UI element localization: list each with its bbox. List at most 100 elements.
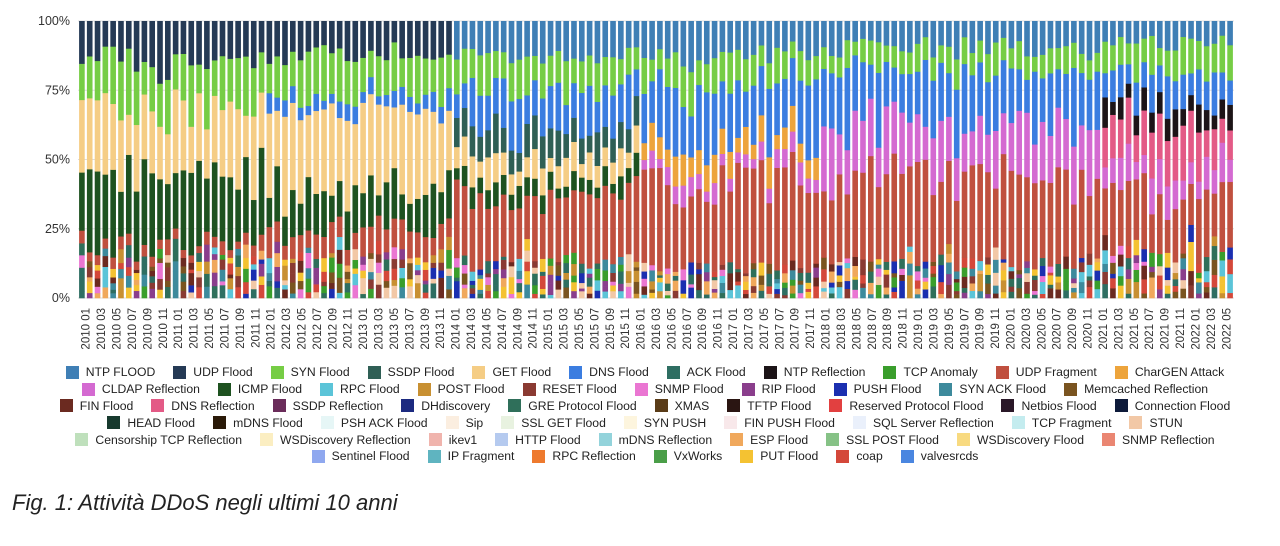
x-tick-label: 2019 11	[990, 308, 1002, 349]
legend-swatch	[59, 399, 73, 413]
bar-segment	[852, 170, 858, 257]
bar-segment	[727, 282, 734, 291]
legend-item: TCP Anomaly	[883, 364, 978, 381]
bar-segment	[274, 221, 280, 242]
bar-segment	[1024, 261, 1030, 268]
bar-segment	[735, 49, 741, 81]
bar-segment	[883, 261, 890, 270]
bar-segment	[1172, 50, 1179, 82]
bar-segment	[313, 21, 320, 48]
bar-segment	[1156, 113, 1163, 160]
bar-segment	[743, 289, 749, 295]
bar-segment	[992, 293, 999, 299]
bar-segment	[883, 21, 890, 46]
bar-segment	[235, 248, 241, 256]
bar-segment	[1094, 71, 1101, 130]
bar-segment	[485, 260, 491, 274]
bar-segment	[1117, 266, 1124, 277]
bar-segment	[86, 21, 93, 57]
bar-segment	[500, 259, 507, 270]
bar-segment	[1125, 43, 1132, 65]
bar-segment	[1008, 122, 1015, 171]
bar-segment	[125, 275, 132, 288]
bar-segment	[329, 272, 335, 284]
bar-segment	[930, 265, 937, 274]
bar-segment	[1180, 180, 1187, 200]
bar-segment	[805, 178, 812, 194]
bar-segment	[852, 256, 858, 267]
bar-segment	[1125, 293, 1132, 299]
bar-segment	[227, 21, 234, 59]
bar-segment	[1156, 21, 1163, 49]
bar-segment	[563, 21, 569, 62]
bar-segment	[782, 287, 788, 296]
legend-item: coap	[836, 448, 883, 465]
bar-segment	[274, 110, 280, 167]
bar-segment	[727, 93, 734, 152]
bar-segment	[274, 56, 280, 98]
bar-segment	[696, 282, 702, 291]
bar-segment	[1203, 256, 1210, 272]
bar-segment	[86, 169, 93, 253]
bar-segment	[1196, 181, 1202, 200]
bar-segment	[102, 255, 109, 268]
bar-segment	[258, 263, 265, 277]
bar-segment	[118, 248, 124, 264]
bar-segment	[383, 287, 390, 299]
bar-segment	[391, 42, 398, 91]
bar-segment	[422, 194, 429, 238]
bar-segment	[274, 281, 280, 288]
bar-segment	[289, 189, 296, 238]
bar-segment	[211, 60, 218, 96]
bar-segment	[274, 21, 280, 57]
bar-segment	[1000, 280, 1007, 293]
bar-segment	[875, 147, 882, 188]
bar-segment	[664, 283, 671, 291]
bar-segment	[985, 274, 991, 284]
bar-segment	[1024, 56, 1030, 80]
x-tick-label: 2013 01	[358, 308, 370, 350]
bar-segment	[1078, 292, 1085, 299]
bar-segment	[750, 285, 757, 293]
bar-segment	[867, 155, 874, 262]
bar-segment	[1188, 224, 1194, 243]
bar-segment	[672, 51, 679, 89]
legend-label: Censorship TCP Reflection	[95, 432, 242, 447]
bar-segment	[524, 56, 530, 96]
bar-segment	[633, 21, 640, 48]
bar-segment	[696, 84, 702, 151]
bar-segment	[454, 257, 460, 268]
bar-segment	[977, 115, 983, 165]
bar-segment	[329, 288, 335, 299]
bar-segment	[563, 279, 569, 288]
bar-segment	[1156, 65, 1163, 93]
bar-segment	[344, 60, 351, 105]
bar-segment	[1047, 135, 1054, 183]
bar-segment	[235, 255, 241, 267]
legend-swatch	[495, 433, 509, 447]
x-tick-label: 2022 05	[1221, 308, 1233, 350]
bar-segment	[180, 273, 187, 282]
bar-segment	[703, 294, 710, 299]
bar-segment	[141, 94, 148, 160]
bar-segment	[782, 167, 788, 265]
bar-segment	[289, 236, 296, 259]
bar-segment	[594, 132, 601, 166]
bar-segment	[1164, 252, 1171, 268]
bar-segment	[1172, 279, 1179, 287]
bar-segment	[696, 269, 702, 275]
bar-segment	[383, 229, 390, 253]
bar-segment	[1078, 53, 1085, 74]
bar-segment	[1110, 278, 1116, 289]
bar-segment	[438, 277, 445, 292]
bar-segment	[1125, 278, 1132, 294]
bar-segment	[321, 100, 327, 110]
bar-segment	[1000, 21, 1007, 38]
bar-segment	[289, 102, 296, 191]
bar-segment	[1047, 21, 1054, 49]
bar-segment	[243, 232, 249, 245]
bar-segment	[329, 93, 335, 104]
bar-segment	[953, 21, 960, 60]
bar-segment	[641, 271, 648, 279]
legend-item: XMAS	[654, 398, 709, 415]
